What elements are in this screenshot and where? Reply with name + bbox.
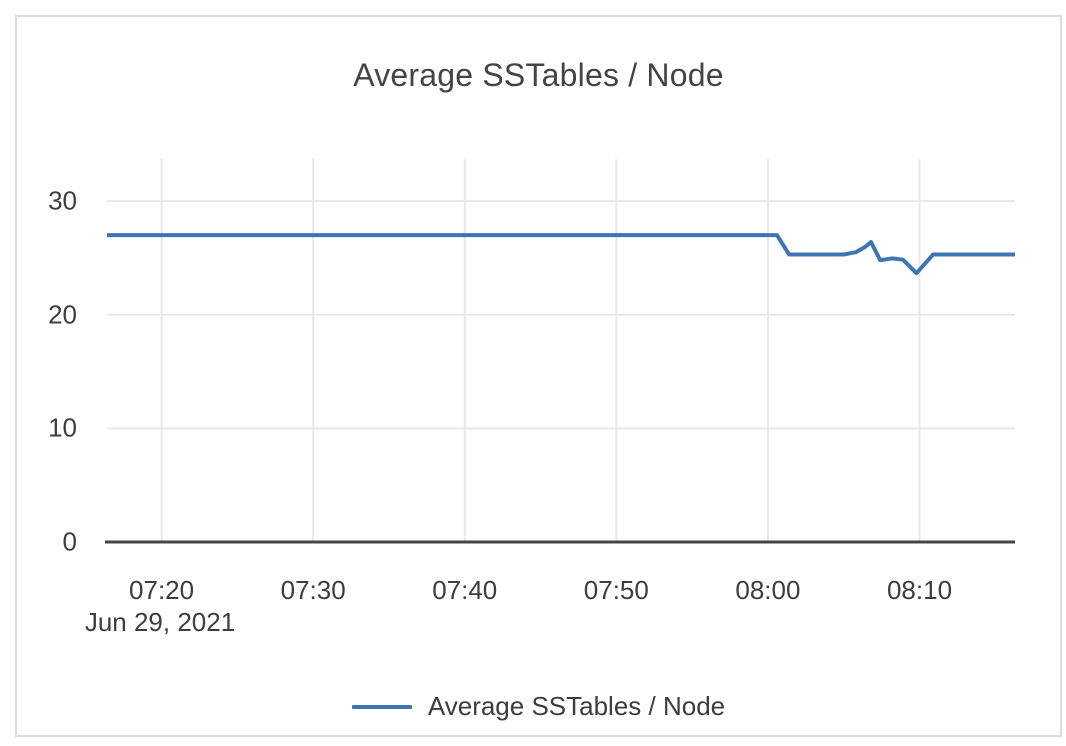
x-tick-label: 07:50 [583,575,649,605]
x-tick-label: 08:10 [886,575,953,605]
y-tick-label: 30 [48,185,77,216]
plot-area[interactable] [17,17,1060,735]
series-line [107,233,1015,276]
legend-line-swatch [351,704,412,709]
y-tick-label: 20 [48,299,77,330]
legend-item[interactable]: Average SSTables / Node [17,691,1060,722]
legend-label: Average SSTables / Node [427,691,726,721]
chart-card: Average SSTables / Node 0 10 20 30 07:20 07:… [15,15,1062,737]
x-axis-date-label: Jun 29, 2021 [84,607,236,637]
x-tick-label: 08:00 [735,575,801,605]
x-tick-label: 07:30 [280,575,346,605]
y-tick-label: 0 [62,526,77,557]
chart-title: Average SSTables / Node [353,57,724,93]
y-tick-label: 10 [48,412,77,443]
x-tick-label: 07:20 [129,575,195,605]
x-tick-label: 07:40 [432,575,498,605]
